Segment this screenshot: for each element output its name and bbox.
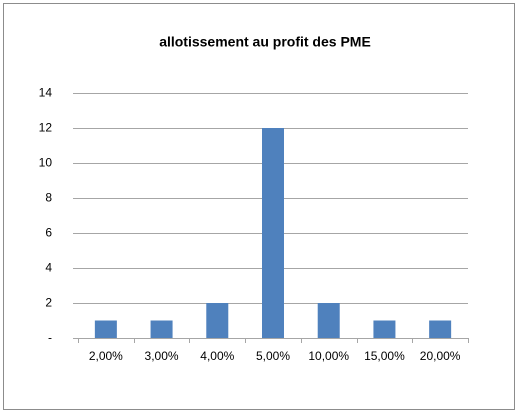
chart-frame [3,3,515,410]
y-tick-label: - [48,331,52,345]
bar [373,320,396,338]
y-tick-label: 12 [39,121,53,135]
x-tick-label: 4,00% [200,349,234,363]
bar [150,320,173,338]
bar [262,128,284,338]
y-tick-label: 14 [39,86,53,100]
y-tick-label: 6 [45,226,52,240]
x-tick-label: 10,00% [308,349,349,363]
y-tick-label: 2 [45,296,52,310]
bar [206,303,229,338]
bar [429,320,452,338]
x-tick-label: 5,00% [256,349,290,363]
bar [317,303,340,338]
x-tick-label: 15,00% [364,349,405,363]
y-tick-label: 4 [45,261,52,275]
chart-title: allotissement au profit des PME [159,34,371,50]
y-tick-label: 8 [45,191,52,205]
y-tick-label: 10 [39,156,53,170]
x-tick-label: 3,00% [145,349,179,363]
x-tick-label: 2,00% [89,349,123,363]
x-tick-label: 20,00% [420,349,461,363]
bar [94,320,117,338]
